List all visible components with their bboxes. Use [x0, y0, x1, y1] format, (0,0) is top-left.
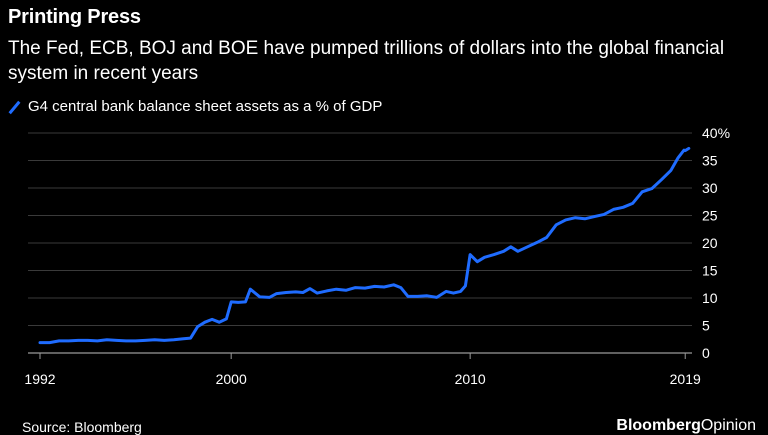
- y-axis-ticks: 40% 35 30 25 20 15 10 5 0: [702, 125, 730, 361]
- chart-subtitle: The Fed, ECB, BOJ and BOE have pumped tr…: [8, 38, 725, 84]
- source-note: Source: Bloomberg: [22, 419, 142, 435]
- series-line-0: [38, 146, 691, 345]
- brand-suffix: Opinion: [700, 417, 756, 434]
- y-tick-label: 40%: [702, 125, 730, 141]
- legend: G4 central bank balance sheet assets as …: [8, 98, 382, 115]
- x-axis-ticks: 1992 2000 2010 2019: [24, 353, 701, 387]
- x-tick-label: 2000: [216, 371, 247, 387]
- series-layer: [38, 146, 691, 345]
- y-tick-label: 10: [702, 290, 718, 306]
- legend-label: G4 central bank balance sheet assets as …: [28, 98, 383, 115]
- y-tick-label: 20: [702, 235, 718, 251]
- grid-lines: [28, 132, 692, 354]
- x-tick-label: 1992: [24, 371, 55, 387]
- chart-title: Printing Press: [8, 6, 141, 28]
- y-tick-label: 5: [702, 318, 710, 334]
- y-tick-label: 35: [702, 153, 718, 169]
- brand-name: Bloomberg: [616, 417, 701, 434]
- y-tick-label: 15: [702, 263, 718, 279]
- brand-logo: BloombergOpinion: [616, 417, 756, 435]
- x-tick-label: 2019: [670, 371, 701, 387]
- y-tick-label: 30: [702, 180, 718, 196]
- y-tick-label: 25: [702, 208, 718, 224]
- x-tick-label: 2010: [455, 371, 486, 387]
- y-tick-label: 0: [702, 345, 710, 361]
